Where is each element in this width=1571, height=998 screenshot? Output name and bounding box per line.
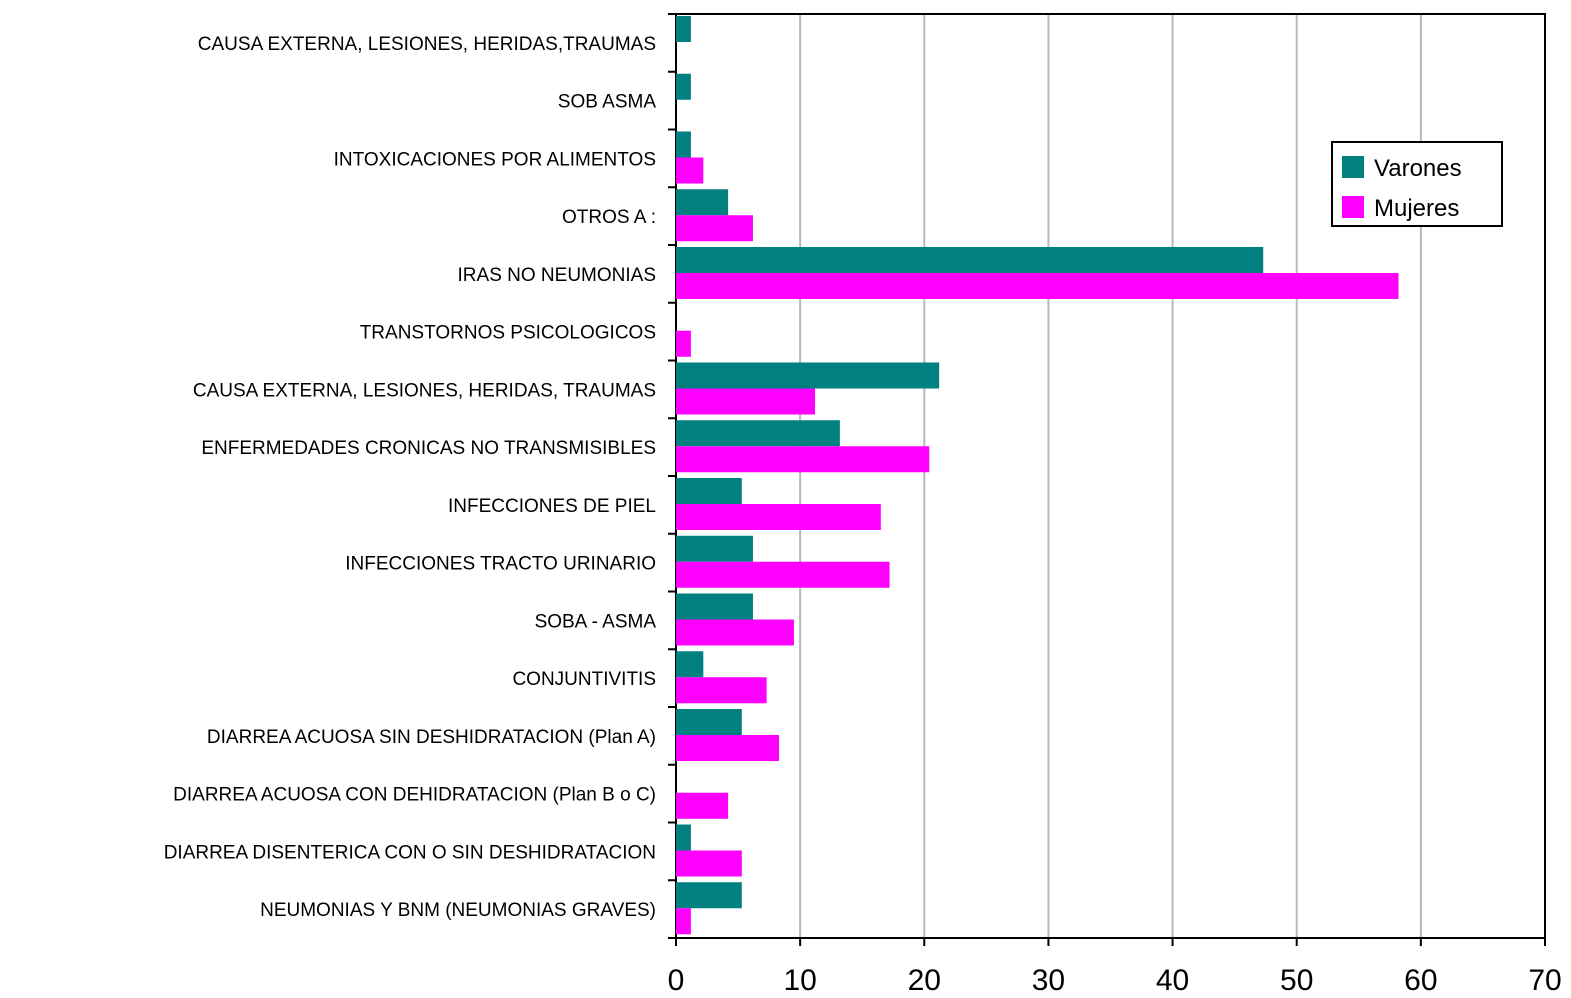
plot-frame — [676, 13, 1546, 939]
x-tick-label: 0 — [668, 964, 685, 997]
bar-mujeres — [676, 561, 890, 588]
category-label: DIARREA DISENTERICA CON O SIN DESHIDRATA… — [164, 842, 656, 863]
bar-varones — [676, 824, 691, 851]
category-label: ENFERMEDADES CRONICAS NO TRANSMISIBLES — [201, 438, 656, 459]
bar-mujeres — [676, 677, 767, 704]
category-label: IRAS NO NEUMONIAS — [458, 265, 656, 286]
category-label: DIARREA ACUOSA CON DEHIDRATACION (Plan B… — [173, 785, 656, 806]
x-tick-label: 70 — [1528, 964, 1561, 997]
legend: Varones Mujeres — [1331, 141, 1503, 227]
bar-mujeres — [676, 908, 691, 935]
bar-varones — [676, 131, 691, 158]
bar-varones — [676, 73, 691, 100]
category-label: NEUMONIAS Y BNM (NEUMONIAS GRAVES) — [260, 900, 656, 921]
bars — [676, 16, 1399, 935]
x-tick-label: 20 — [908, 964, 941, 997]
bar-varones — [676, 882, 742, 909]
bar-varones — [676, 189, 729, 216]
category-label: OTROS A : — [562, 207, 656, 228]
bar-varones — [676, 420, 840, 447]
bar-mujeres — [676, 792, 729, 819]
legend-label: Mujeres — [1374, 195, 1459, 222]
category-label: INTOXICACIONES POR ALIMENTOS — [334, 149, 656, 170]
category-label: CAUSA EXTERNA, LESIONES, HERIDAS, TRAUMA… — [193, 380, 656, 401]
bar-varones — [676, 16, 691, 42]
x-axis-ticks: 0 10 20 30 40 50 60 70 — [668, 938, 1562, 997]
category-label: DIARREA ACUOSA SIN DESHIDRATACION (Plan … — [207, 727, 656, 748]
bar-mujeres — [676, 850, 742, 877]
category-label: SOB ASMA — [558, 92, 657, 113]
x-tick-label: 60 — [1404, 964, 1437, 997]
category-label: INFECCIONES DE PIEL — [448, 496, 656, 517]
category-label: SOBA - ASMA — [535, 611, 657, 632]
bar-mujeres — [676, 619, 794, 646]
x-tick-label: 50 — [1280, 964, 1313, 997]
bar-mujeres — [676, 388, 816, 415]
bar-mujeres — [676, 504, 881, 530]
category-label: CONJUNTIVITIS — [512, 669, 656, 690]
bar-varones — [676, 593, 753, 620]
bar-mujeres — [676, 157, 704, 184]
bar-varones — [676, 362, 940, 389]
legend-swatch-mujeres — [1342, 196, 1364, 218]
x-tick-label: 40 — [1156, 964, 1189, 997]
bar-varones — [676, 709, 742, 735]
bar-varones — [676, 478, 742, 504]
category-label: TRANSTORNOS PSICOLOGICOS — [360, 323, 656, 344]
bar-varones — [676, 651, 704, 678]
legend-label: Varones — [1374, 155, 1462, 182]
bar-mujeres — [676, 330, 691, 357]
category-label: INFECCIONES TRACTO URINARIO — [345, 554, 656, 575]
x-tick-label: 10 — [783, 964, 816, 997]
x-tick-label: 30 — [1032, 964, 1065, 997]
category-labels: CAUSA EXTERNA, LESIONES, HERIDAS,TRAUMAS… — [164, 34, 657, 921]
bar-mujeres — [676, 215, 753, 242]
category-label: CAUSA EXTERNA, LESIONES, HERIDAS,TRAUMAS — [198, 34, 656, 55]
bar-mujeres — [676, 446, 930, 473]
legend-swatch-varones — [1342, 156, 1364, 178]
bar-varones — [676, 247, 1264, 273]
bar-mujeres — [676, 735, 780, 761]
bar-mujeres — [676, 273, 1399, 299]
bar-varones — [676, 535, 753, 562]
